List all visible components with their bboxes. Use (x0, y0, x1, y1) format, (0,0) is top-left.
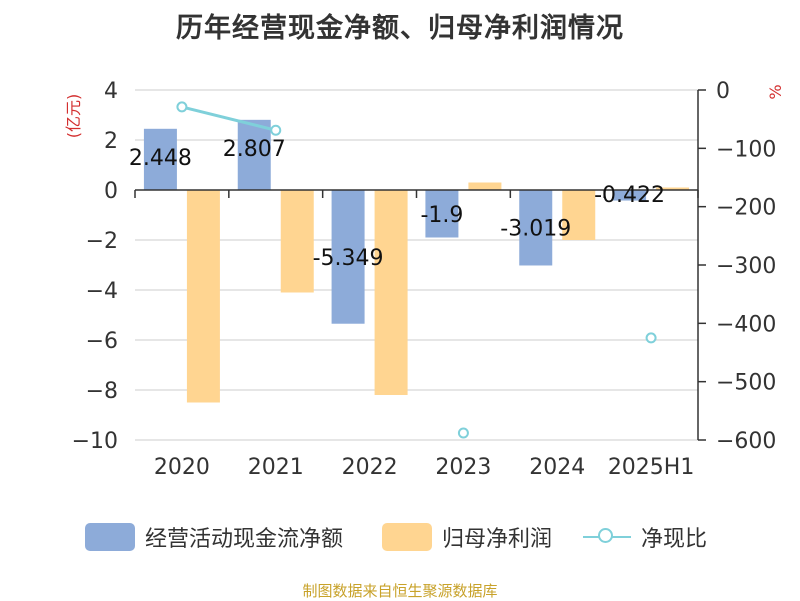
legend-label-cash-ratio: 净现比 (641, 527, 708, 552)
legend-swatch-cash-ratio (583, 523, 631, 551)
right-axis-tick: −400 (716, 312, 776, 337)
legend-label-cashflow: 经营活动现金流净额 (145, 527, 344, 552)
right-axis-tick: −500 (716, 371, 776, 396)
bar-cashflow-2024 (519, 190, 553, 266)
left-axis-tick: −6 (86, 329, 118, 354)
bar-cashflow-2022 (331, 190, 365, 324)
left-axis-tick: 0 (104, 179, 118, 204)
left-axis-label: (亿元) (64, 94, 83, 139)
bar-cashflow-2020 (143, 128, 177, 190)
category-label-2025H1: 2025H1 (608, 455, 695, 480)
right-axis-tick: −100 (716, 137, 776, 162)
category-label-2020: 2020 (154, 455, 210, 480)
left-axis-tick: −8 (86, 379, 118, 404)
left-axis-tick: −10 (72, 429, 118, 454)
legend-item-cashflow[interactable]: 经营活动现金流净额 (85, 519, 343, 555)
bar-net-profit-2023 (468, 182, 502, 190)
source-note: 制图数据来自恒生聚源数据库 (302, 582, 498, 600)
ratio-line-segment (181, 105, 277, 132)
data-label-cashflow-2025H1: -0.422 (594, 183, 665, 208)
legend-label-net-profit: 归母净利润 (442, 527, 553, 552)
category-label-2022: 2022 (342, 455, 398, 480)
data-label-cashflow-2023: -1.9 (420, 203, 463, 228)
bar-net-profit-2024 (562, 190, 596, 240)
bar-net-profit-2025H1 (656, 187, 690, 190)
legend-swatch-net-profit (382, 523, 432, 551)
category-label-2021: 2021 (248, 455, 304, 480)
data-label-cashflow-2022: -5.349 (313, 246, 384, 271)
data-label-cashflow-2021: 2.807 (223, 137, 286, 162)
left-axis-tick: −2 (86, 229, 118, 254)
legend: 经营活动现金流净额 归母净利润 净现比 (0, 519, 800, 555)
right-axis-tick: −600 (716, 429, 776, 454)
right-axis-tick: −300 (716, 254, 776, 279)
legend-item-net-profit[interactable]: 归母净利润 (382, 519, 552, 555)
bar-cashflow-2025H1 (613, 190, 647, 201)
bar-net-profit-2021 (280, 190, 314, 293)
bar-cashflow-2021 (237, 119, 271, 190)
ratio-point-2025H1 (645, 332, 657, 344)
bar-cashflow-2023 (425, 190, 459, 238)
right-axis-tick: −200 (716, 196, 776, 221)
data-label-cashflow-2024: -3.019 (500, 217, 571, 242)
right-axis-tick: 0 (716, 79, 730, 104)
left-axis-tick: 4 (104, 79, 118, 104)
left-axis-tick: −4 (86, 279, 118, 304)
ratio-point-2020 (176, 101, 188, 113)
legend-swatch-cashflow (85, 523, 135, 551)
right-axis-label: % (766, 84, 785, 99)
category-label-2024: 2024 (529, 455, 585, 480)
legend-item-cash-ratio[interactable]: 净现比 (583, 519, 707, 555)
left-axis-tick: 2 (104, 129, 118, 154)
bar-net-profit-2020 (186, 190, 220, 403)
bar-net-profit-2022 (374, 190, 408, 395)
ratio-point-2021 (270, 124, 282, 136)
data-label-cashflow-2020: 2.448 (129, 146, 192, 171)
chart-title: 历年经营现金净额、归母净利润情况 (176, 13, 624, 44)
category-label-2023: 2023 (435, 455, 491, 480)
ratio-point-2023 (457, 427, 469, 439)
